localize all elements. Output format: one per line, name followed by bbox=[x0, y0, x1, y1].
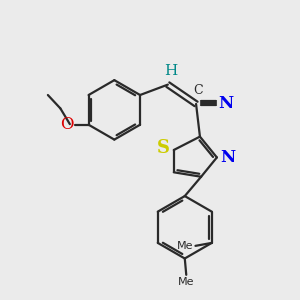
Text: Me: Me bbox=[177, 242, 194, 251]
Text: H: H bbox=[164, 64, 177, 78]
Text: C: C bbox=[194, 84, 203, 98]
Text: O: O bbox=[60, 116, 74, 133]
Text: S: S bbox=[157, 139, 170, 157]
Text: N: N bbox=[220, 149, 235, 166]
Text: N: N bbox=[219, 95, 234, 112]
Text: Me: Me bbox=[178, 277, 194, 287]
